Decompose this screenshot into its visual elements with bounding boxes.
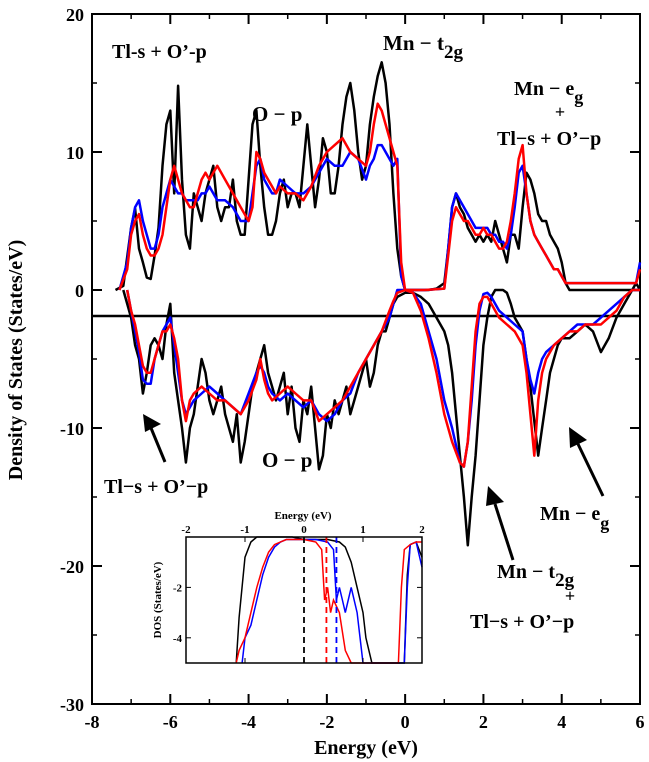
x-tick-label: 4: [557, 712, 566, 732]
inset-y-tick-label: -4: [173, 633, 183, 645]
annotation-plus-1: +: [555, 102, 565, 122]
annotation-plus-2: +: [565, 586, 575, 606]
inset-chart: -2 -1 0 1 2 -2 -4 Energy (eV) DOS (States/eV): [152, 510, 425, 664]
x-tick-label: -2: [319, 712, 334, 732]
annotation-mn-t2g-up-main: Mn − t: [383, 31, 444, 55]
inset-x-axis-label: Energy (eV): [274, 510, 331, 522]
y-tick-label: -20: [60, 557, 84, 577]
y-tick-label: 0: [75, 281, 84, 301]
annotation-tl-dn: Tl−s + O’−p: [104, 476, 208, 498]
annotation-tl-up: Tl-s + O’-p: [112, 41, 207, 63]
annotation-tl-dn-2: Tl−s + O’−p: [470, 611, 574, 633]
series-line-black-up: [114, 61, 642, 292]
inset-axis-ticks: -2 -1 0 1 2 -2 -4: [173, 524, 425, 663]
annotation-mn-eg-up: Mn − eg: [514, 78, 583, 107]
main-series-group: [114, 61, 642, 547]
y-tick-label: -30: [60, 695, 84, 715]
inset-y-axis-label: DOS (States/eV): [152, 561, 164, 638]
x-tick-label: -4: [241, 712, 256, 732]
annotation-mn-t2g-dn-main: Mn − t: [497, 561, 555, 583]
annotation-mn-eg-dn-sub: g: [600, 513, 609, 533]
annotation-mn-t2g-dn-sub: 2g: [555, 570, 575, 591]
annotation-mn-eg-up-sub: g: [574, 87, 583, 107]
annotation-mn-eg-dn-main: Mn − e: [540, 503, 600, 525]
inset-x-tick-label: -2: [181, 524, 191, 536]
y-tick-label: -10: [60, 419, 84, 439]
annotation-mn-eg-dn: Mn − eg: [540, 503, 609, 533]
series-line-red-dn: [125, 288, 640, 468]
inset-fermi-lines: [303, 537, 338, 663]
annotation-mn-t2g-up-sub: 2g: [444, 42, 464, 63]
series-line-red-up: [118, 102, 642, 292]
y-axis-label: Density of States (States/eV): [5, 240, 27, 481]
inset-x-tick-label: 1: [360, 524, 366, 536]
arrow-tl-dn-icon: [143, 414, 167, 463]
arrow-mn-eg-icon: [569, 427, 605, 497]
annotation-mn-eg-up-main: Mn − e: [514, 78, 574, 100]
annotation-op-up: O − p: [252, 102, 302, 126]
x-tick-label: 6: [636, 712, 645, 732]
annotation-tl-up-2: Tl−s + O’−p: [497, 128, 601, 150]
inset-x-tick-label: 2: [419, 524, 425, 536]
annotation-mn-t2g-dn: Mn − t2g: [497, 561, 575, 591]
inset-y-tick-label: -2: [173, 582, 183, 594]
y-tick-label: 20: [66, 5, 84, 25]
inset-series-line-red: [235, 538, 422, 664]
annotations: Tl-s + O’-p Mn − t2g O − p Mn − eg + Tl−…: [104, 31, 609, 633]
x-axis-label: Energy (eV): [314, 737, 418, 759]
inset-x-tick-label: -1: [240, 524, 249, 536]
y-tick-label: 10: [66, 143, 84, 163]
arrow-mn-t2g-icon: [486, 486, 515, 561]
x-tick-label: 0: [401, 712, 410, 732]
x-tick-label: -6: [163, 712, 178, 732]
x-tick-label: -8: [85, 712, 100, 732]
annotation-op-dn: O − p: [262, 448, 312, 472]
x-tick-label: 2: [479, 712, 488, 732]
annotation-mn-t2g-up: Mn − t2g: [383, 31, 463, 63]
inset-x-tick-label: 0: [301, 524, 307, 536]
